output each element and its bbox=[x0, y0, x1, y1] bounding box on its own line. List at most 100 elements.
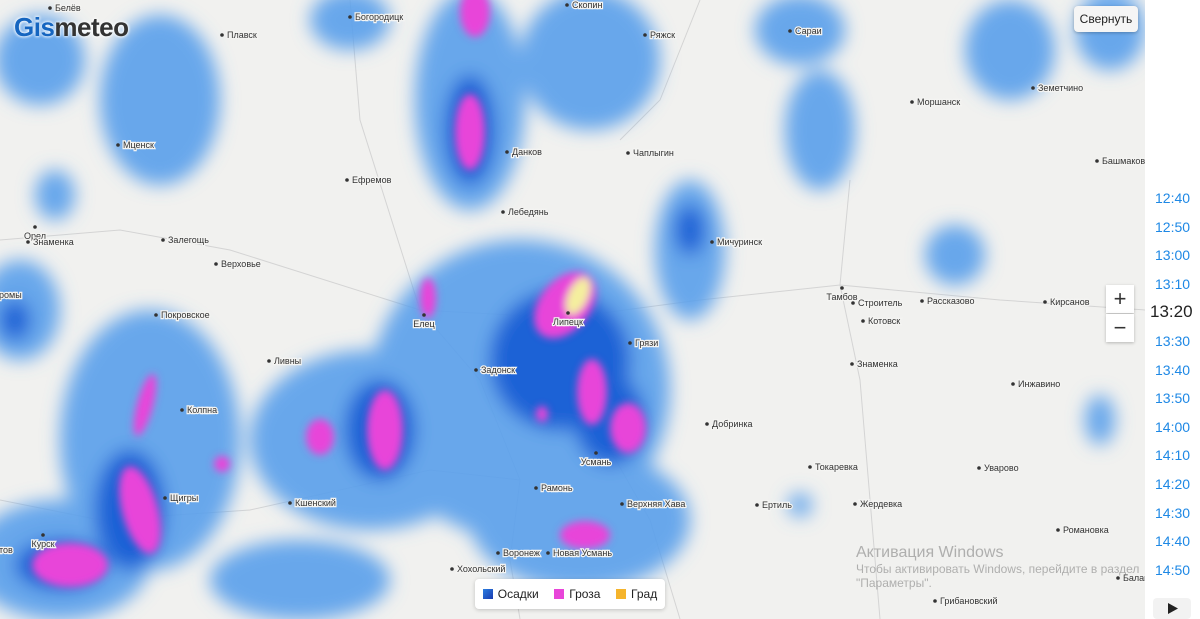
city-label: Башмаково bbox=[1102, 156, 1145, 166]
time-step[interactable]: 13:00 bbox=[1155, 247, 1191, 264]
city-dot bbox=[565, 3, 569, 7]
city-dot bbox=[594, 451, 598, 455]
city-dot bbox=[546, 551, 550, 555]
city-label: Чаплыгин bbox=[633, 148, 674, 158]
time-step[interactable]: 14:50 bbox=[1155, 561, 1191, 578]
city-dot bbox=[450, 567, 454, 571]
city-dot bbox=[163, 496, 167, 500]
city-dot bbox=[534, 486, 538, 490]
city-label: Знаменка bbox=[33, 237, 74, 247]
city-labels: Белёв Плавск Богородицк Скопин Ряжск Сараи Мор… bbox=[0, 0, 1145, 607]
city-label: Рамонь bbox=[541, 483, 573, 493]
watermark-title: Активация Windows bbox=[856, 544, 1004, 561]
city-label: Токаревка bbox=[815, 462, 858, 472]
play-button[interactable] bbox=[1153, 598, 1191, 619]
city-label: Моршанск bbox=[917, 97, 960, 107]
city-dot bbox=[808, 465, 812, 469]
thunderstorm bbox=[32, 0, 646, 587]
city-label: Грязи bbox=[635, 338, 658, 348]
city-dot bbox=[705, 422, 709, 426]
city-dot bbox=[788, 29, 792, 33]
time-step[interactable]: 13:40 bbox=[1155, 361, 1191, 378]
city-label: Залегощь bbox=[168, 235, 209, 245]
time-step[interactable]: 14:10 bbox=[1155, 447, 1191, 464]
city-label: Данков bbox=[512, 147, 542, 157]
legend-item: Град bbox=[616, 587, 657, 601]
zoom-in[interactable]: + bbox=[1106, 285, 1134, 313]
city-label: Тамбов bbox=[826, 292, 857, 302]
watermark-line: Чтобы активировать Windows, перейдите в … bbox=[856, 562, 1140, 576]
city-label: Воронеж bbox=[503, 548, 540, 558]
city-dot bbox=[566, 311, 570, 315]
legend-label: Осадки bbox=[497, 587, 539, 601]
city-label: Жердевка bbox=[860, 499, 902, 509]
city-dot bbox=[180, 408, 184, 412]
time-step[interactable]: 13:50 bbox=[1155, 390, 1191, 407]
city-label: Грибановский bbox=[940, 596, 998, 606]
city-label: Елец bbox=[413, 319, 434, 329]
city-dot bbox=[154, 313, 158, 317]
city-dot bbox=[1011, 382, 1015, 386]
city-label: Скопин bbox=[572, 0, 602, 10]
city-label: ромы bbox=[0, 290, 22, 300]
city-label: Строитель bbox=[858, 298, 903, 308]
city-dot bbox=[850, 362, 854, 366]
city-label: Богородицк bbox=[355, 12, 403, 22]
city-label: Кшенский bbox=[295, 498, 336, 508]
time-step[interactable]: 12:50 bbox=[1155, 218, 1191, 235]
time-step[interactable]: 14:30 bbox=[1155, 504, 1191, 521]
city-label: Орел bbox=[24, 231, 46, 241]
city-label: Верховье bbox=[221, 259, 261, 269]
timeline-panel bbox=[1145, 0, 1200, 619]
windows-watermark: Активация Windows Чтобы активировать Win… bbox=[856, 544, 1139, 590]
city-label: Сараи bbox=[795, 26, 822, 36]
city-label: Балаш bbox=[1123, 573, 1145, 583]
time-step[interactable]: 14:40 bbox=[1155, 533, 1191, 550]
city-label: Кирсанов bbox=[1050, 297, 1090, 307]
zoom-out[interactable]: − bbox=[1106, 314, 1134, 342]
map: Белёв Плавск Богородицк Скопин Ряжск Сараи Мор… bbox=[0, 0, 1145, 619]
city-label: Колпна bbox=[187, 405, 217, 415]
city-label: Мценск bbox=[123, 140, 154, 150]
collapse-button[interactable]: Свернуть bbox=[1074, 6, 1138, 32]
city-dot bbox=[48, 6, 52, 10]
legend-item: Осадки bbox=[482, 587, 539, 601]
city-label: Рассказово bbox=[927, 296, 974, 306]
city-dot bbox=[1095, 159, 1099, 163]
city-label: Уварово bbox=[984, 463, 1019, 473]
city-dot bbox=[1116, 576, 1120, 580]
play-icon bbox=[1168, 603, 1178, 614]
current-time[interactable]: 13:20 bbox=[1150, 302, 1193, 322]
logo[interactable]: Gismeteo bbox=[14, 12, 129, 42]
time-step[interactable]: 14:20 bbox=[1155, 476, 1191, 492]
city-dot bbox=[620, 502, 624, 506]
city-dot bbox=[861, 319, 865, 323]
city-label: Белёв bbox=[55, 3, 81, 13]
city-dot bbox=[977, 466, 981, 470]
city-label: Добринка bbox=[712, 419, 753, 429]
time-step[interactable]: 13:10 bbox=[1155, 275, 1191, 292]
city-label: Курск bbox=[31, 539, 54, 549]
city-label: Усмань bbox=[581, 457, 612, 467]
city-label: Романовка bbox=[1063, 525, 1109, 535]
city-label: Липецк bbox=[553, 317, 583, 327]
city-dot bbox=[710, 240, 714, 244]
city-dot bbox=[496, 551, 500, 555]
city-label: Хохольский bbox=[457, 564, 505, 574]
time-step[interactable]: 13:30 bbox=[1155, 333, 1191, 349]
city-dot bbox=[910, 100, 914, 104]
city-dot bbox=[161, 238, 165, 242]
city-dot bbox=[626, 151, 630, 155]
city-label: Щигры bbox=[170, 493, 198, 503]
city-dot bbox=[348, 15, 352, 19]
city-dot bbox=[1031, 86, 1035, 90]
time-step[interactable]: 14:00 bbox=[1155, 418, 1191, 435]
city-dot bbox=[1056, 528, 1060, 532]
watermark-line: "Параметры". bbox=[856, 576, 932, 590]
city-dot bbox=[1043, 300, 1047, 304]
city-dot bbox=[288, 501, 292, 505]
city-label: Ертиль bbox=[762, 500, 792, 510]
time-step[interactable]: 12:40 bbox=[1155, 190, 1191, 206]
city-label: Котовск bbox=[868, 316, 900, 326]
